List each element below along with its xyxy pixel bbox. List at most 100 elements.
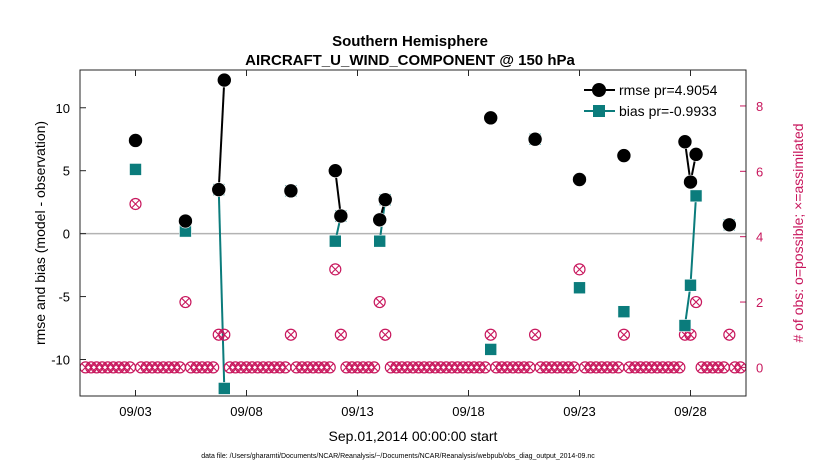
obs-assimilated-marker	[181, 298, 190, 307]
obs-possible-marker	[179, 295, 192, 309]
obs-marker	[207, 361, 220, 374]
obs-marker	[617, 328, 631, 341]
rmse-point	[483, 110, 499, 126]
legend-bias-label: bias pr=-0.9933	[619, 103, 717, 119]
obs-assimilated-marker	[325, 363, 334, 372]
rmse-point	[616, 148, 632, 163]
bias-line-segment	[689, 195, 698, 286]
obs-marker	[329, 263, 342, 276]
obs-assimilated-marker	[281, 363, 290, 372]
obs-marker	[379, 328, 392, 341]
obs-possible-marker	[573, 263, 586, 276]
bias-line-segment	[217, 189, 226, 389]
x-tick-label: 09/13	[341, 404, 374, 419]
x-tick-label: 09/23	[563, 404, 596, 419]
bias-point	[218, 382, 231, 395]
rmse-point	[211, 182, 227, 197]
rmse-point	[327, 163, 343, 178]
x-tick-label: 09/08	[230, 404, 263, 419]
rmse-point	[377, 192, 393, 207]
obs-marker	[179, 295, 192, 309]
obs-marker	[218, 328, 231, 341]
x-tick-label: 09/28	[674, 404, 707, 419]
obs-marker	[689, 295, 703, 309]
x-tick-label: 09/18	[452, 404, 485, 419]
obs-assimilated-marker	[286, 330, 295, 339]
obs-assimilated-marker	[381, 330, 390, 339]
y-axis-label: rmse and bias (model - observation)	[32, 121, 48, 345]
obs-possible-marker	[284, 328, 297, 341]
rmse-line-segment	[217, 80, 226, 190]
obs-marker	[284, 328, 297, 341]
footnote: data file: /Users/gharamti/Documents/NCA…	[201, 453, 595, 460]
legend-rmse-label: rmse pr=4.9054	[619, 82, 718, 98]
bias-point	[573, 281, 586, 295]
bias-point	[684, 278, 697, 292]
rmse-point	[722, 217, 737, 233]
obs-marker	[673, 361, 686, 374]
obs-marker	[323, 361, 336, 374]
obs-assimilated-marker	[370, 363, 379, 372]
obs-marker	[484, 328, 497, 341]
y-right-tick-label: 6	[756, 164, 763, 179]
obs-assimilated-marker	[486, 330, 495, 339]
rmse-point	[178, 213, 193, 229]
chart-subtitle: AIRCRAFT_U_WIND_COMPONENT @ 150 hPa	[245, 52, 575, 69]
obs-assimilated-marker	[675, 363, 684, 372]
bias-point	[678, 319, 692, 332]
bias-point	[328, 234, 342, 248]
obs-assimilated-marker	[686, 330, 695, 339]
obs-assimilated-marker	[619, 330, 628, 339]
obs-marker	[723, 328, 736, 341]
legend-bias-marker	[593, 105, 605, 117]
obs-assimilated-marker	[569, 363, 578, 372]
rmse-point	[572, 172, 587, 187]
obs-possible-marker	[379, 328, 392, 341]
obs-assimilated-marker	[336, 330, 345, 339]
obs-possible-marker	[723, 328, 736, 341]
obs-possible-marker	[323, 361, 336, 374]
obs-assimilated-marker	[575, 265, 584, 274]
rmse-point	[688, 147, 704, 162]
obs-assimilated-marker	[331, 265, 340, 274]
obs-marker	[334, 328, 347, 341]
legend-rmse-marker	[592, 83, 606, 97]
rmse-point	[677, 134, 693, 150]
bias-point	[617, 305, 631, 318]
legend-box	[580, 78, 740, 122]
obs-possible-marker	[207, 361, 220, 374]
y-right-tick-label: 0	[756, 360, 763, 375]
bias-point	[689, 189, 703, 203]
obs-possible-marker	[689, 295, 703, 309]
obs-assimilated-marker	[481, 363, 490, 372]
obs-possible-marker	[373, 295, 386, 309]
y-tick-label: 10	[56, 101, 70, 116]
obs-possible-marker	[218, 328, 231, 341]
bias-point	[373, 234, 387, 248]
obs-assimilated-marker	[614, 363, 623, 372]
x-tick-label: 09/03	[119, 404, 152, 419]
obs-marker	[368, 361, 381, 374]
obs-assimilated-marker	[736, 363, 745, 372]
legend: rmse pr=4.9054 bias pr=-0.9933	[580, 78, 740, 122]
y-right-tick-label: 2	[756, 295, 763, 310]
rmse-point	[217, 72, 232, 88]
rmse-point	[683, 174, 698, 190]
bias-point	[484, 343, 498, 356]
obs-marker	[573, 263, 586, 276]
obs-assimilated-marker	[531, 330, 540, 339]
obs-assimilated-marker	[131, 200, 140, 208]
y-tick-label: -10	[51, 352, 70, 367]
y-tick-label: 0	[63, 227, 70, 242]
obs-marker	[528, 328, 542, 341]
obs-marker	[129, 197, 142, 211]
y-right-tick-label: 4	[756, 230, 763, 245]
y-tick-label: -5	[58, 290, 70, 305]
obs-assimilated-marker	[719, 363, 728, 372]
rmse-markers	[128, 72, 737, 233]
rmse-point	[283, 183, 299, 199]
axes-box	[79, 69, 747, 397]
rmse-line-segment	[334, 170, 342, 217]
obs-possible-marker	[673, 361, 686, 374]
